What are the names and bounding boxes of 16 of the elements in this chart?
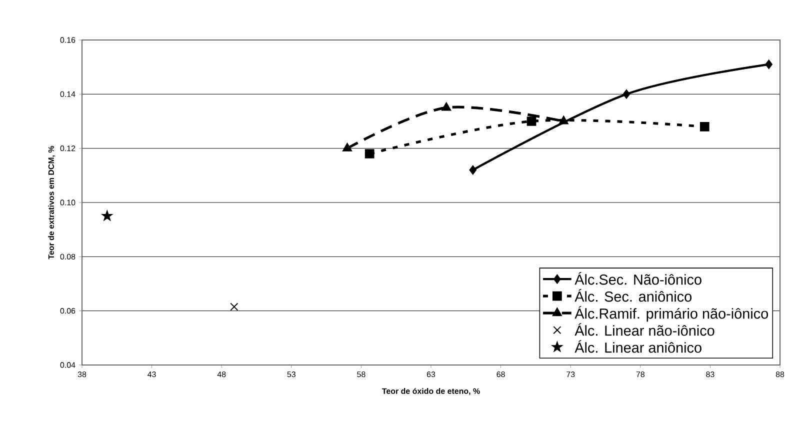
legend-label: Álc. Linear não-iônico: [574, 323, 714, 336]
point: [442, 102, 452, 111]
point: [230, 302, 238, 311]
point: [622, 89, 630, 99]
point: [469, 165, 477, 175]
point: [765, 60, 772, 70]
legend-label: Álc. Linear aniônico: [574, 340, 702, 353]
point: [364, 149, 374, 158]
point: [342, 142, 352, 152]
point: [700, 122, 710, 132]
point: [526, 116, 536, 126]
legend-label: Álc. Sec. aniônico: [574, 289, 692, 302]
point: [102, 210, 112, 221]
point: [558, 116, 568, 124]
legend-label: Álc.Sec. Não-iônico: [574, 272, 702, 285]
legend-label: Álc.Ramif. primário não-iônico: [574, 306, 768, 322]
